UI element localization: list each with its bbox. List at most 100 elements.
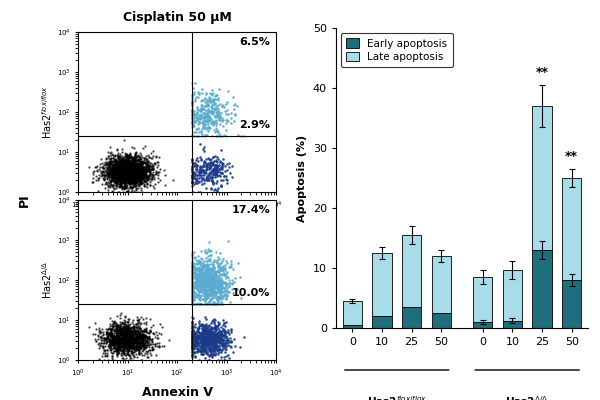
Point [125,164,135,170]
Point [198,113,208,120]
Point [138,164,148,170]
Point [202,174,212,180]
Point [216,329,226,335]
Point [112,167,122,174]
Point [120,168,130,174]
Point [123,164,133,171]
Point [124,325,134,332]
Point [104,170,113,176]
Point [125,334,135,341]
Point [124,180,134,186]
Point [146,166,156,172]
Point [130,180,140,187]
Point [205,278,214,284]
Point [131,177,141,183]
Point [120,169,130,175]
Point [200,144,209,150]
Point [126,171,136,178]
Point [203,336,212,342]
Point [125,334,134,341]
Point [115,163,125,170]
Point [215,345,224,352]
Point [187,178,197,184]
Point [118,184,128,190]
Point [128,156,138,163]
Point [121,339,130,346]
Point [204,273,214,280]
Point [128,340,137,346]
Point [222,269,232,275]
Point [137,331,147,338]
Point [192,276,202,283]
Point [204,268,214,274]
Point [209,292,218,298]
Point [108,333,118,340]
Point [129,163,139,169]
Point [137,189,147,195]
Point [115,331,125,338]
Point [214,321,224,328]
Point [129,161,139,168]
Point [121,344,131,350]
Point [130,145,139,151]
Point [122,340,132,346]
Point [196,154,205,160]
Point [109,173,118,179]
Point [206,120,215,126]
Point [205,278,215,284]
Point [117,335,127,341]
Point [203,334,212,341]
Point [127,154,137,160]
Point [122,335,131,341]
Point [219,327,229,333]
Point [191,340,201,346]
Point [199,296,208,302]
Point [127,339,137,346]
Point [128,344,137,350]
Point [121,326,131,332]
Point [112,336,122,342]
Point [122,338,132,344]
Point [104,163,114,169]
Point [208,295,218,302]
Point [208,162,218,169]
Point [190,281,200,288]
Point [198,351,208,357]
Point [187,293,197,299]
Point [110,174,119,180]
Point [125,328,135,334]
Point [123,343,133,350]
Point [205,99,215,106]
Point [112,170,122,177]
Point [126,334,136,340]
Point [109,170,119,177]
Point [136,170,145,177]
Point [125,334,134,340]
Point [131,332,141,338]
Point [109,337,118,344]
Point [132,163,142,169]
Point [215,295,224,301]
Point [191,256,200,263]
Point [132,173,142,179]
Point [126,333,136,339]
Point [121,167,130,173]
Point [128,338,137,345]
Point [197,339,207,345]
Point [200,279,209,285]
Point [115,322,124,329]
Point [126,154,136,161]
Point [120,334,130,341]
Point [129,338,139,344]
Point [196,107,206,114]
Point [111,172,121,178]
Point [193,180,202,186]
Point [124,325,133,331]
Point [187,285,197,291]
Point [190,175,199,181]
Point [107,336,116,343]
Point [128,172,138,178]
Point [223,329,232,336]
Point [127,162,137,168]
Point [121,321,130,328]
